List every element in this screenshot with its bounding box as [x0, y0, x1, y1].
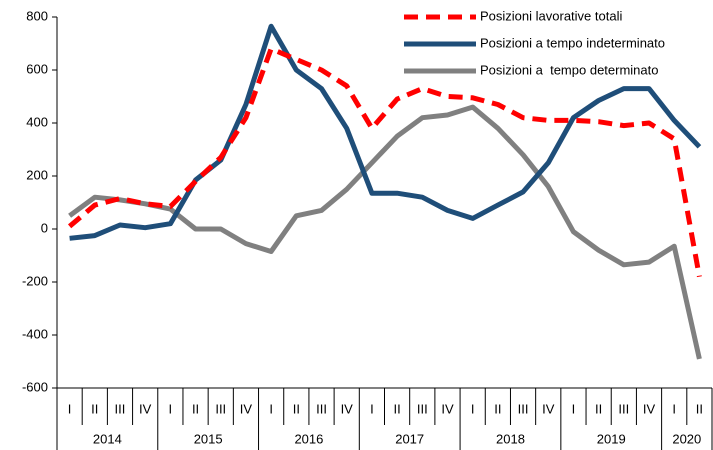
y-tick-label: 600 — [26, 61, 48, 76]
x-tick-label: II — [91, 401, 98, 416]
series-line — [67, 46, 702, 278]
x-tick-label: II — [696, 401, 703, 416]
year-label: 2016 — [294, 431, 323, 446]
x-tick-label: II — [494, 401, 501, 416]
year-label: 2018 — [496, 431, 525, 446]
x-tick-label: IV — [643, 401, 656, 416]
x-tick-label: II — [595, 401, 602, 416]
legend-label: Posizioni a tempo determinato — [480, 62, 658, 77]
y-tick-label: -400 — [22, 326, 48, 341]
year-label: 2020 — [672, 431, 701, 446]
year-label: 2015 — [194, 431, 223, 446]
y-tick-label: 800 — [26, 8, 48, 23]
series-line — [68, 104, 702, 360]
x-tick-label: I — [269, 401, 273, 416]
y-tick-label: 400 — [26, 114, 48, 129]
x-tick-label: I — [370, 401, 374, 416]
x-tick-label: IV — [441, 401, 454, 416]
x-tick-label: II — [192, 401, 199, 416]
x-tick-label: IV — [240, 401, 253, 416]
x-tick-label: II — [393, 401, 400, 416]
x-tick-label: II — [293, 401, 300, 416]
x-tick-label: III — [115, 401, 126, 416]
year-label: 2014 — [93, 431, 122, 446]
y-tick-label: 200 — [26, 167, 48, 182]
series-line — [69, 23, 702, 241]
legend-label: Posizioni lavorative totali — [480, 8, 622, 23]
legend-label: Posizioni a tempo indeterminato — [480, 35, 665, 50]
x-tick-label: I — [471, 401, 475, 416]
x-tick-label: III — [417, 401, 428, 416]
x-tick-label: IV — [341, 401, 354, 416]
x-tick-label: III — [518, 401, 529, 416]
year-label: 2017 — [395, 431, 424, 446]
x-tick-label: IV — [542, 401, 555, 416]
x-tick-label: I — [572, 401, 576, 416]
x-tick-label: III — [316, 401, 327, 416]
x-tick-label: I — [169, 401, 173, 416]
year-label: 2019 — [597, 431, 626, 446]
x-tick-label: III — [215, 401, 226, 416]
y-tick-label: 0 — [41, 220, 48, 235]
x-tick-label: I — [672, 401, 676, 416]
x-tick-label: IV — [139, 401, 152, 416]
y-tick-label: -600 — [22, 379, 48, 394]
x-tick-label: I — [68, 401, 72, 416]
y-tick-label: -200 — [22, 273, 48, 288]
x-tick-label: III — [618, 401, 629, 416]
